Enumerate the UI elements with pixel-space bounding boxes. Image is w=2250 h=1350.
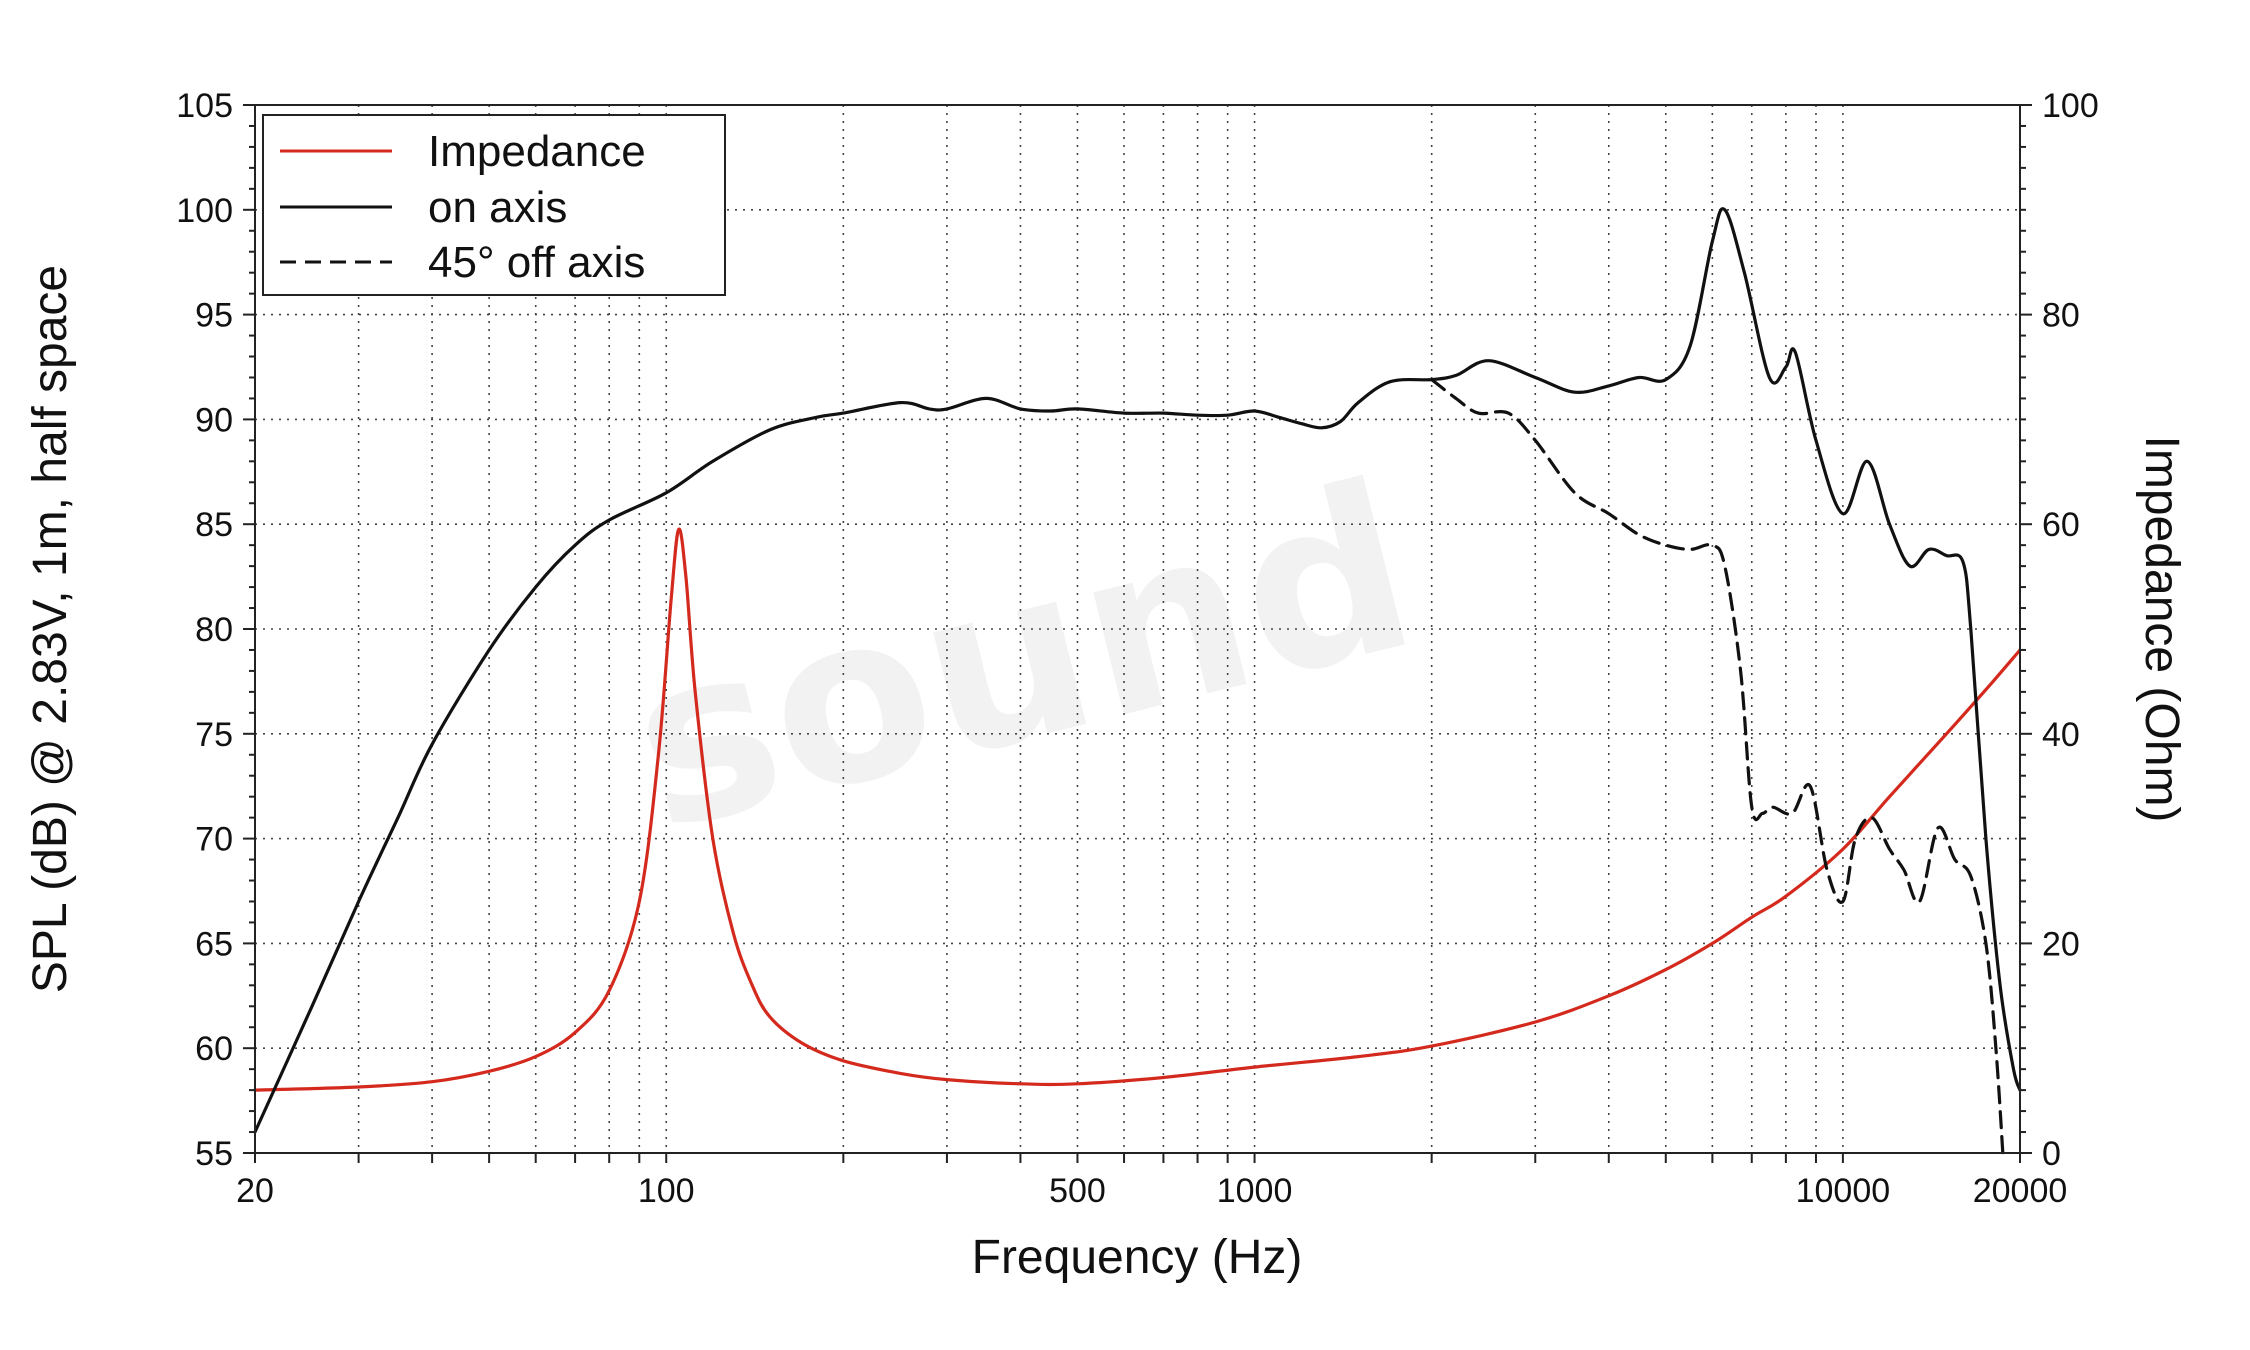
legend-box — [262, 114, 726, 296]
y-axis-title: SPL (dB) @ 2.83V, 1m, half space — [24, 265, 77, 993]
y2-axis-title: Impedance (Ohm) — [2135, 436, 2188, 823]
x-axis-title: Frequency (Hz) — [972, 1231, 1303, 1284]
y-tick-label: 80 — [195, 611, 233, 649]
x-tick-label: 20 — [236, 1172, 274, 1210]
watermark-text: sound — [609, 434, 1437, 883]
y-tick-label: 70 — [195, 821, 233, 859]
grid-lines — [255, 105, 2020, 1153]
series-line-impedance — [253, 527, 2022, 1092]
y-tick-label: 75 — [195, 716, 233, 754]
y2-tick-label: 0 — [2042, 1135, 2061, 1173]
y2-tick-label: 40 — [2042, 716, 2080, 754]
x-tick-label: 20000 — [1973, 1172, 2068, 1210]
legend-label-on-axis: on axis — [428, 183, 567, 232]
tick-labels: 105 100 95 90 85 80 75 70 65 60 55 100 80 60 40 20 0 20 10… — [176, 87, 2098, 1210]
y2-tick-label: 20 — [2042, 925, 2080, 963]
y-tick-label: 65 — [195, 925, 233, 963]
y-tick-label: 100 — [176, 192, 233, 230]
x-tick-label: 100 — [638, 1172, 695, 1210]
legend-label-impedance: Impedance — [428, 127, 646, 176]
series-line-off-axis — [1430, 378, 2005, 1155]
x-tick-label: 10000 — [1796, 1172, 1891, 1210]
x-tick-label: 1000 — [1217, 1172, 1293, 1210]
series-line-on-axis — [253, 207, 2022, 1134]
y-tick-label: 95 — [195, 297, 233, 335]
y-tick-label: 90 — [195, 401, 233, 439]
y-tick-label: 105 — [176, 87, 233, 125]
legend-label-off-axis: 45° off axis — [428, 238, 645, 287]
y2-tick-label: 80 — [2042, 297, 2080, 335]
y-tick-label: 85 — [195, 506, 233, 544]
series-lines — [253, 207, 2022, 1155]
y2-tick-label: 100 — [2042, 87, 2099, 125]
axis-ticks — [243, 104, 2032, 1163]
legend: Impedance on axis 45° off axis — [262, 114, 726, 296]
y-tick-label: 60 — [195, 1030, 233, 1068]
y2-tick-label: 60 — [2042, 506, 2080, 544]
y-tick-label: 55 — [195, 1135, 233, 1173]
x-tick-label: 500 — [1049, 1172, 1106, 1210]
